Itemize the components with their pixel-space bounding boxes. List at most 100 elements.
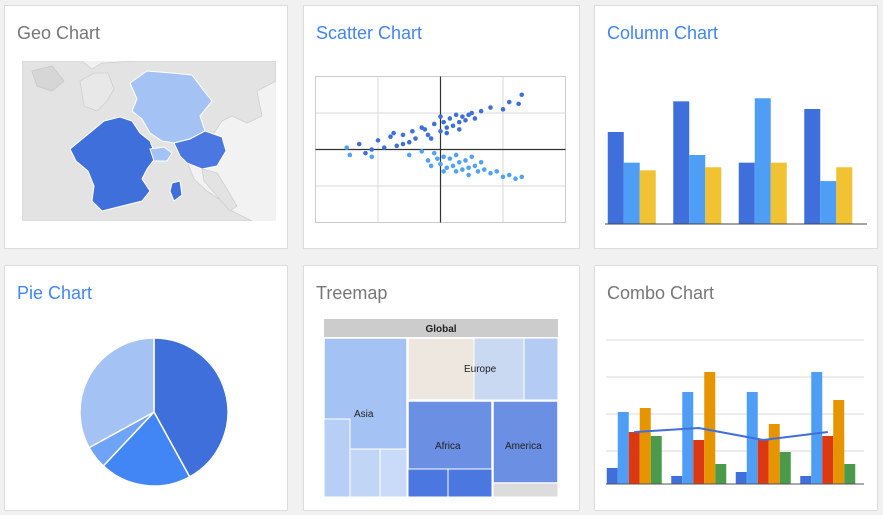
combo-bar-2-4 — [779, 452, 791, 484]
scatter-point-0-5 — [394, 143, 400, 149]
column-bar-1-1 — [689, 155, 706, 224]
scatter-point-0-6 — [400, 132, 406, 138]
scatter-point-1-17 — [469, 154, 475, 160]
combo-bar-3-0 — [800, 476, 812, 484]
treemap-label-europe: Europe — [464, 364, 497, 375]
pie-slice-3 — [79, 337, 155, 449]
scatter-point-1-25 — [506, 172, 512, 178]
treemap-icon: Global Asia Europe Africa America — [324, 319, 558, 497]
scatter-axes — [315, 76, 566, 223]
pie-chart-card[interactable]: Pie Chart — [4, 265, 288, 511]
treemap-label-africa: Africa — [435, 441, 461, 452]
scatter-point-0-25 — [488, 105, 493, 110]
scatter-point-1-1 — [347, 152, 353, 158]
scatter-point-1-5 — [425, 158, 431, 163]
scatter-point-0-24 — [478, 108, 484, 114]
scatter-point-1-4 — [419, 149, 425, 154]
scatter-chart-card[interactable]: Scatter Chart — [303, 5, 580, 249]
scatter-point-1-20 — [478, 159, 484, 165]
combo-bar-1-1 — [682, 392, 694, 484]
scatter-point-0-38 — [363, 150, 368, 156]
card-title: Column Chart — [607, 23, 719, 43]
combo-bar-1-2 — [693, 440, 705, 484]
pie-slice-0 — [153, 337, 229, 478]
combo-bar-1-0 — [671, 476, 683, 484]
combo-bar-3-3 — [833, 400, 845, 484]
combo-chart-card[interactable]: Combo Chart — [594, 265, 878, 511]
scatter-point-0-26 — [500, 107, 506, 112]
scatter-point-0-37 — [466, 112, 471, 118]
card-title: Treemap — [316, 283, 388, 303]
scatter-point-1-31 — [466, 172, 471, 178]
scatter-point-1-16 — [466, 165, 471, 171]
column-bar-0-2 — [639, 170, 656, 224]
column-bar-3-2 — [836, 167, 853, 224]
column-bar-2-1 — [754, 98, 771, 224]
combo-bar-2-2 — [757, 440, 769, 484]
scatter-point-0-2 — [375, 138, 381, 143]
combo-bar-0-3 — [639, 408, 651, 484]
scatter-point-0-28 — [516, 101, 521, 107]
scatter-point-1-10 — [447, 156, 453, 161]
scatter-point-0-8 — [410, 128, 415, 134]
column-bar-3-0 — [804, 109, 821, 224]
scatter-point-0-7 — [406, 139, 412, 145]
column-bar-0-1 — [623, 162, 640, 224]
scatter-point-1-15 — [463, 158, 468, 163]
scatter-point-1-26 — [513, 176, 518, 181]
combo-bar-0-2 — [628, 432, 640, 484]
scatter-point-1-9 — [444, 165, 450, 171]
scatter-point-0-19 — [456, 119, 462, 125]
scatter-point-0-29 — [519, 92, 525, 98]
card-title: Combo Chart — [607, 283, 715, 303]
scatter-point-0-1 — [369, 147, 375, 152]
scatter-point-0-30 — [422, 127, 428, 132]
column-bar-1-0 — [673, 101, 690, 224]
scatter-point-1-0 — [344, 145, 350, 150]
scatter-point-0-12 — [431, 121, 437, 127]
geo-map-europe-icon — [22, 61, 276, 221]
scatter-point-1-2 — [369, 154, 375, 160]
column-bar-0-0 — [607, 132, 624, 224]
combo-bar-1-3 — [704, 372, 716, 484]
treemap-card[interactable]: Treemap Global Asia Europe Africa Americ… — [303, 265, 580, 511]
scatter-point-0-27 — [506, 99, 512, 105]
scatter-point-0-33 — [444, 130, 450, 136]
scatter-point-1-6 — [431, 150, 437, 156]
scatter-point-0-35 — [391, 130, 396, 136]
card-title: Geo Chart — [17, 23, 101, 43]
scatter-point-1-13 — [456, 159, 462, 165]
column-bar-2-2 — [770, 162, 787, 224]
combo-bar-3-2 — [822, 436, 834, 484]
scatter-point-1-14 — [460, 167, 465, 172]
scatter-point-0-32 — [438, 114, 443, 119]
geo-chart-card[interactable]: Geo Chart — [4, 5, 288, 249]
combo-bar-3-4 — [844, 464, 856, 484]
scatter-point-1-19 — [475, 169, 481, 174]
scatter-point-1-24 — [500, 174, 506, 180]
combo-bar-1-4 — [715, 464, 727, 484]
treemap-label-asia: Asia — [354, 409, 374, 420]
column-bar-1-2 — [705, 167, 722, 224]
treemap-label-america: America — [505, 441, 542, 452]
scatter-point-0-16 — [447, 116, 453, 121]
scatter-point-0-14 — [441, 119, 446, 125]
scatter-point-0-18 — [453, 112, 459, 118]
scatter-plot — [315, 76, 566, 223]
pie-slice-1 — [102, 410, 191, 487]
combo-bar-0-1 — [617, 412, 629, 484]
scatter-point-0-0 — [356, 141, 362, 147]
combo-bar-2-3 — [768, 424, 780, 484]
combo-chart — [606, 339, 864, 485]
scatter-point-1-18 — [472, 163, 478, 169]
scatter-point-1-28 — [428, 163, 434, 169]
scatter-point-0-15 — [444, 125, 450, 130]
scatter-point-1-22 — [488, 170, 493, 176]
scatter-point-1-21 — [481, 167, 487, 172]
combo-bar-3-1 — [811, 372, 823, 484]
scatter-point-1-7 — [438, 161, 443, 167]
card-title: Pie Chart — [17, 283, 93, 303]
scatter-point-1-23 — [494, 169, 500, 174]
column-chart-card[interactable]: Column Chart — [594, 5, 878, 249]
combo-bar-2-0 — [735, 472, 747, 484]
